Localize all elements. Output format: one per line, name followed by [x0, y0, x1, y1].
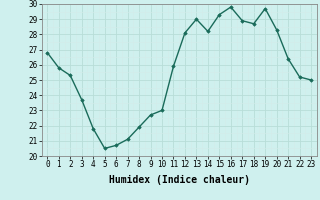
X-axis label: Humidex (Indice chaleur): Humidex (Indice chaleur) [109, 175, 250, 185]
